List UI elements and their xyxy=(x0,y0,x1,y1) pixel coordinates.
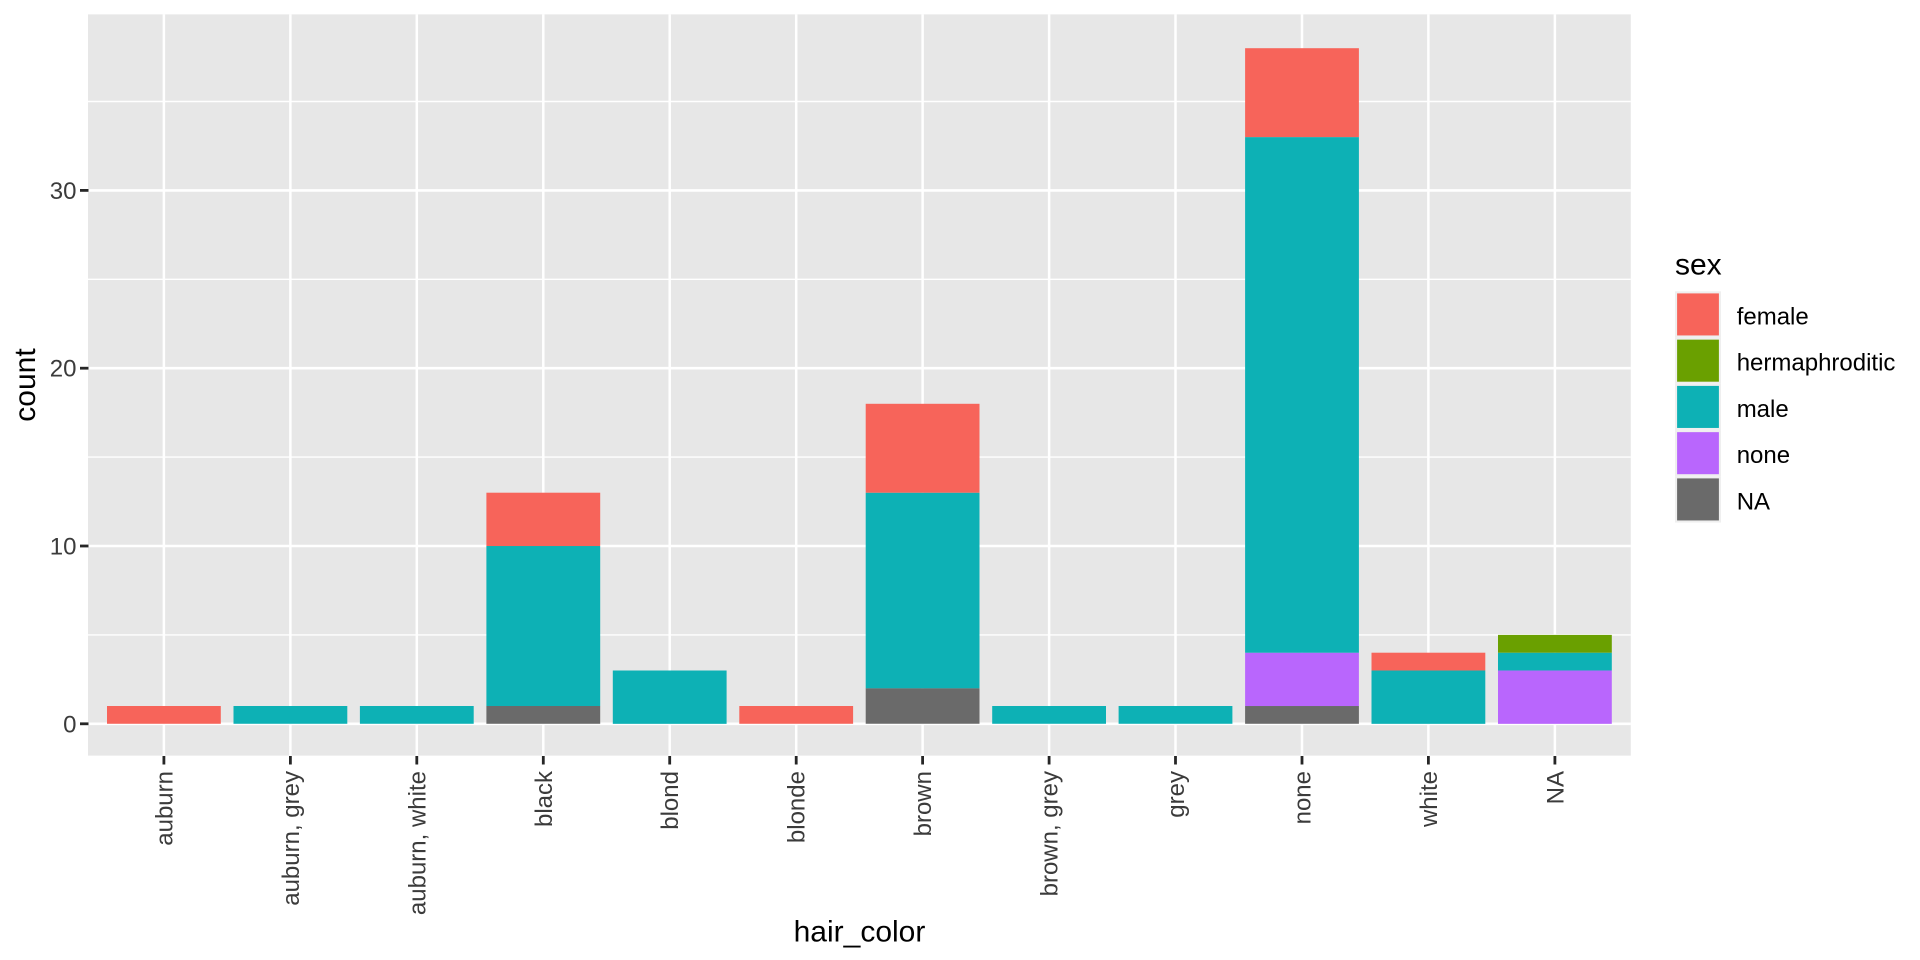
svg-text:grey: grey xyxy=(1163,771,1190,818)
svg-text:auburn: auburn xyxy=(151,771,178,846)
svg-text:0: 0 xyxy=(63,711,76,738)
svg-text:sex: sex xyxy=(1675,249,1722,282)
svg-text:NA: NA xyxy=(1737,488,1770,515)
svg-text:female: female xyxy=(1737,303,1809,330)
svg-text:blond: blond xyxy=(657,771,684,830)
svg-text:NA: NA xyxy=(1542,771,1569,804)
svg-text:black: black xyxy=(531,770,558,827)
svg-text:none: none xyxy=(1290,771,1317,824)
svg-text:male: male xyxy=(1737,396,1789,423)
svg-text:blonde: blonde xyxy=(784,771,811,843)
svg-text:brown: brown xyxy=(910,771,937,836)
svg-text:hair_color: hair_color xyxy=(794,916,926,949)
svg-text:none: none xyxy=(1737,442,1790,469)
svg-text:count: count xyxy=(9,348,42,422)
svg-text:hermaphroditic: hermaphroditic xyxy=(1737,350,1896,377)
svg-text:white: white xyxy=(1416,771,1443,828)
svg-text:brown, grey: brown, grey xyxy=(1037,771,1064,896)
svg-text:20: 20 xyxy=(50,356,77,383)
svg-text:auburn, white: auburn, white xyxy=(404,771,431,915)
svg-text:10: 10 xyxy=(50,534,77,561)
svg-text:30: 30 xyxy=(50,178,77,205)
svg-text:auburn, grey: auburn, grey xyxy=(278,771,305,906)
